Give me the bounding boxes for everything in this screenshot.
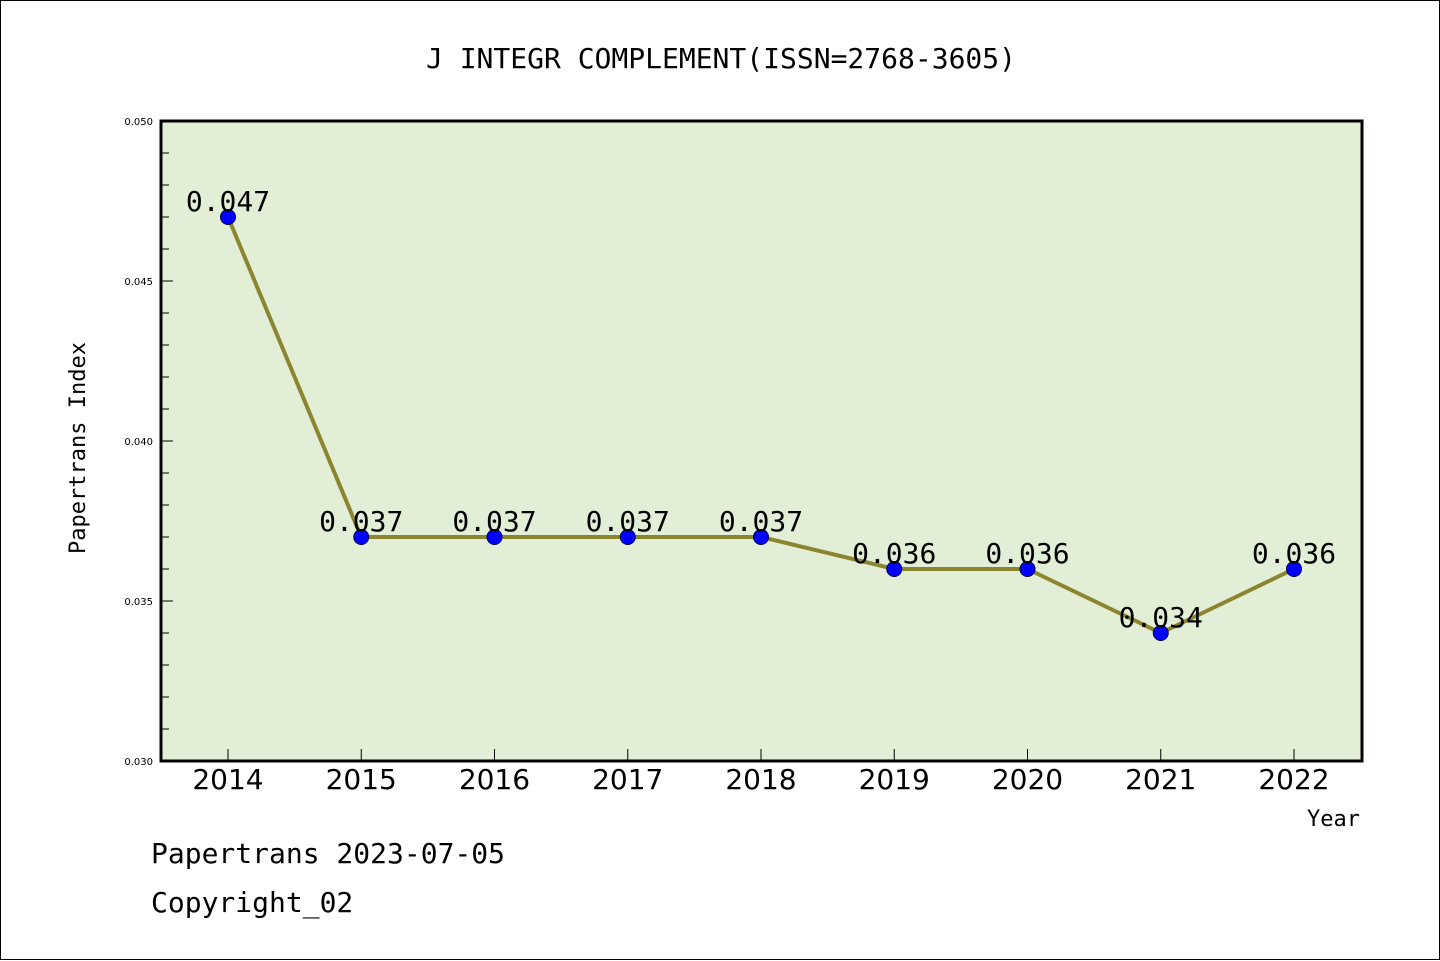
- data-label: 0.036: [1252, 537, 1336, 570]
- data-label: 0.037: [719, 505, 803, 538]
- data-label: 0.037: [586, 505, 670, 538]
- y-tick-label: 0.040: [124, 437, 153, 448]
- y-axis-label: Papertrans Index: [66, 342, 91, 554]
- data-point: [220, 209, 236, 225]
- plot-border: [159, 119, 1364, 763]
- data-point: [1019, 561, 1036, 577]
- y-tick-label: 0.050: [124, 117, 153, 128]
- data-label: 0.036: [852, 537, 936, 570]
- data-labels: 0.047 0.037 0.037 0.037 0.037 0.036 0.036 0.034…: [186, 185, 1336, 634]
- footer-copyright: Copyright_02: [151, 886, 354, 919]
- data-point: [753, 529, 769, 545]
- data-point: [619, 529, 636, 545]
- x-axis-ticks: 2014 2015 2016 2017 2018 2019 2020 2021 2022: [192, 749, 1330, 796]
- data-point: [886, 561, 903, 577]
- footer-date: Papertrans 2023-07-05: [151, 837, 506, 870]
- data-label: 0.034: [1119, 601, 1203, 634]
- series-markers: [220, 209, 1302, 641]
- x-tick-label: 2021: [1125, 763, 1196, 796]
- x-axis-label: Year: [1307, 807, 1360, 832]
- chart-title: J INTEGR COMPLEMENT(ISSN=2768-3605): [426, 42, 1016, 75]
- data-label: 0.036: [985, 537, 1069, 570]
- y-tick-label: 0.030: [124, 757, 153, 768]
- data-label: 0.037: [452, 505, 536, 538]
- y-tick-label: 0.035: [124, 597, 153, 608]
- x-tick-label: 2018: [725, 763, 796, 796]
- x-tick-label: 2022: [1258, 763, 1329, 796]
- y-tick-label: 0.045: [124, 277, 153, 288]
- x-tick-label: 2020: [992, 763, 1063, 796]
- data-label: 0.037: [319, 505, 403, 538]
- data-point: [486, 529, 503, 545]
- data-label: 0.047: [186, 185, 270, 218]
- x-tick-label: 2017: [592, 763, 663, 796]
- plot-area: [161, 121, 1362, 761]
- x-tick-label: 2019: [859, 763, 930, 796]
- data-point: [1152, 625, 1169, 641]
- x-tick-label: 2016: [459, 763, 530, 796]
- x-tick-label: 2015: [326, 763, 397, 796]
- data-point: [353, 529, 370, 545]
- data-point: [1286, 561, 1302, 577]
- x-tick-label: 2014: [192, 763, 263, 796]
